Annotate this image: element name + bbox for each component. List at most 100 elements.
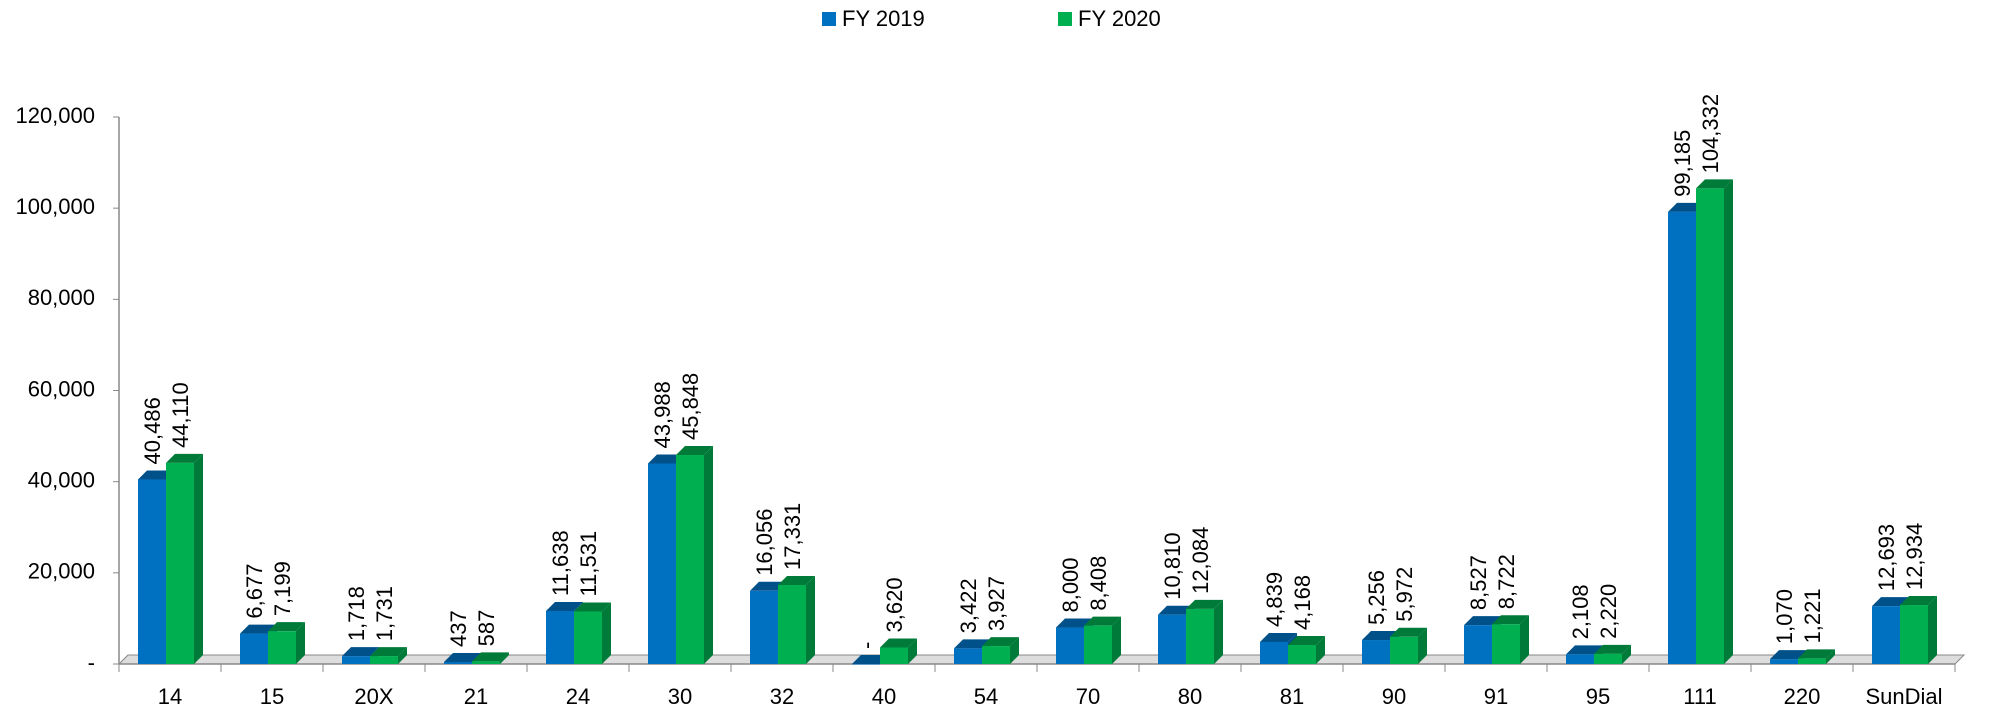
value-label: 12,693 [1874,524,1899,591]
bar [1770,659,1798,664]
y-tick-label: 100,000 [15,194,95,219]
bar [750,590,778,664]
bar-side [500,652,509,664]
x-tick-label: 21 [464,684,488,709]
bar-side [296,622,305,664]
bar-top [1492,615,1529,625]
bar [1900,605,1928,664]
value-label: 3,927 [984,576,1009,631]
bar-side [1622,644,1631,664]
x-tick-label: 24 [566,684,590,709]
x-tick-label: 70 [1076,684,1100,709]
bar [1260,641,1288,664]
bar-top [1594,644,1631,654]
bar-top [676,446,713,456]
bar [240,633,268,664]
y-tick-label: 60,000 [28,376,95,401]
bar [444,662,472,664]
bar-top [778,575,815,585]
legend-label: FY 2019 [842,6,925,31]
bar-top [1900,596,1937,606]
value-label: 17,331 [780,503,805,570]
bar-top [574,602,611,612]
bar [1668,211,1696,664]
x-tick-label: 220 [1784,684,1821,709]
bar-top [954,639,991,649]
bar-top [268,622,305,632]
value-label: 11,638 [548,530,573,596]
bar-top [546,601,583,611]
bar-side [194,453,203,664]
value-label: 587 [474,610,499,647]
value-label: 2,108 [1568,584,1593,639]
bar-top [1084,616,1121,626]
value-label: 16,056 [752,509,777,576]
value-label: 437 [446,610,471,647]
bar [574,611,602,664]
bar-side [1010,637,1019,664]
value-label: 6,677 [242,564,267,619]
x-tick-label: 80 [1178,684,1202,709]
bar-side [1928,596,1937,664]
bar-top [472,652,509,662]
value-label: 12,934 [1902,523,1927,590]
x-tick-label: 32 [770,684,794,709]
legend-label: FY 2020 [1078,6,1161,31]
value-label: 8,722 [1494,554,1519,609]
bar [982,646,1010,664]
bar-top [138,470,175,480]
y-tick-label: 40,000 [28,467,95,492]
bar-side [704,446,713,664]
x-tick-label: 81 [1280,684,1304,709]
bar [1464,625,1492,664]
bar-top [982,637,1019,647]
bar-top [444,653,481,663]
bar-top [1770,650,1807,660]
bar-side [1520,615,1529,664]
bar [1696,188,1724,664]
bar-top [1798,649,1835,659]
bar-top [1260,632,1297,642]
value-label: 3,422 [956,578,981,633]
bar [268,631,296,664]
bar [166,462,194,664]
bar-side [908,638,917,664]
value-label: 4,839 [1262,572,1287,627]
value-label: 5,972 [1392,567,1417,622]
bar-top [1668,202,1705,212]
value-label: 5,256 [1364,570,1389,625]
bar [1594,653,1622,664]
bar-top [1056,618,1093,628]
bar-top [750,581,787,591]
bar-top [240,624,277,634]
bar-top [1362,631,1399,641]
bar-side [1112,616,1121,664]
bar-top [880,638,917,648]
bar-top [1186,599,1223,609]
bar [1390,636,1418,664]
legend-swatch [822,12,836,26]
bar [370,656,398,664]
bar-side [1418,627,1427,664]
value-label: 8,527 [1466,555,1491,610]
bar [1798,658,1826,664]
value-label: 1,221 [1800,588,1825,643]
bar [546,610,574,664]
x-tick-label: SunDial [1865,684,1942,709]
value-label: 3,620 [882,577,907,632]
bar [880,647,908,664]
bar-top [1390,627,1427,637]
value-label: 8,000 [1058,557,1083,612]
bar-top [1566,645,1603,655]
bar-side [1826,649,1835,664]
value-label: 10,810 [1160,532,1185,599]
bar-top [1288,636,1325,646]
value-label: 43,988 [650,381,675,448]
value-label: 45,848 [678,373,703,440]
bar-top [370,647,407,657]
x-tick-label: 111 [1683,684,1716,709]
bar-top [342,647,379,657]
bar-top [852,655,889,664]
value-label: 99,185 [1670,130,1695,197]
bar [1056,627,1084,664]
